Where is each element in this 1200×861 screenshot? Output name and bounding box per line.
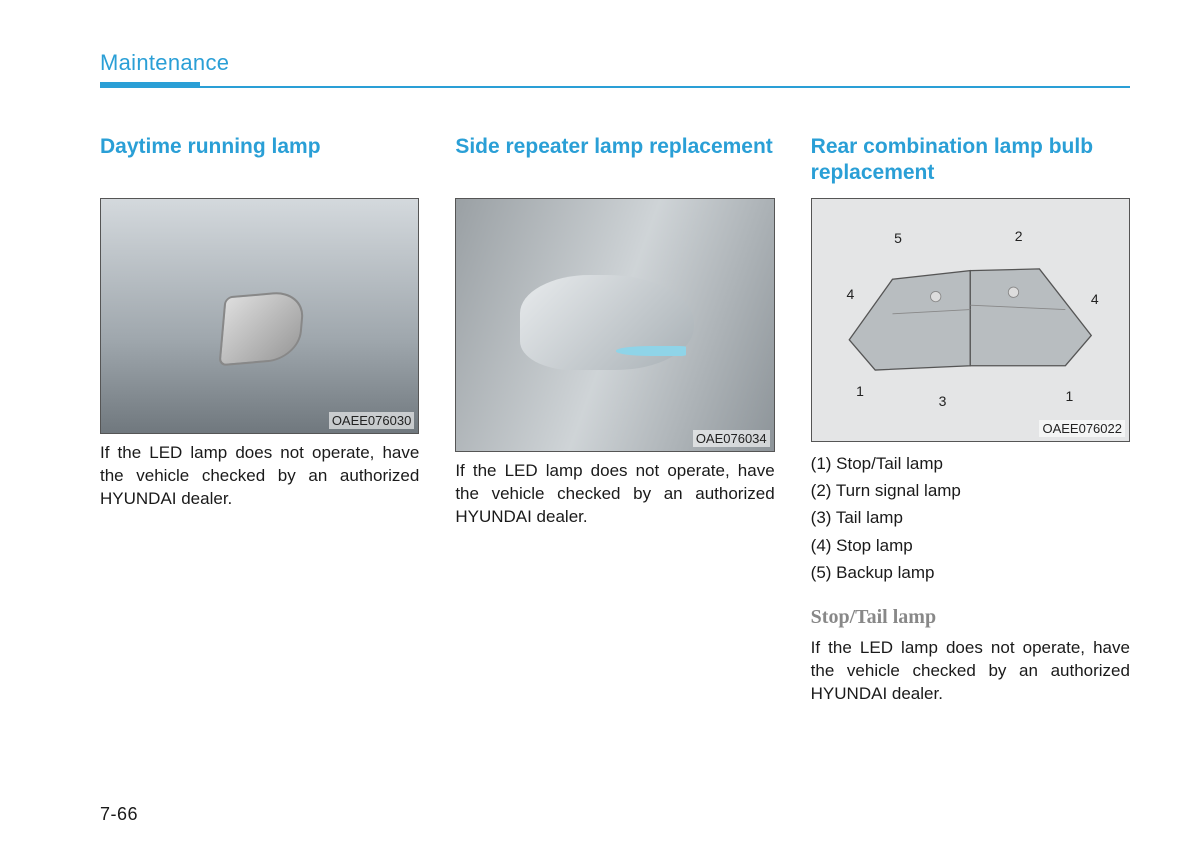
page-number: 7-66 (100, 804, 138, 825)
callout-5: 5 (894, 230, 902, 246)
figure-code-taillight: OAEE076022 (1039, 420, 1125, 437)
sub-heading-stoptail: Stop/Tail lamp (811, 606, 1130, 629)
column-1: Daytime running lamp OAEE076030 If the L… (100, 134, 419, 706)
section-heading-taillight: Rear combination lamp bulb replacement (811, 134, 1130, 188)
column-2: Side repeater lamp replacement OAE076034… (455, 134, 774, 706)
body-text-drl: If the LED lamp does not operate, have t… (100, 442, 419, 511)
legend-item-4: (4) Stop lamp (811, 532, 1130, 559)
mirror-repeater-graphic (616, 346, 686, 356)
header-rule (100, 86, 1130, 88)
figure-mirror: OAE076034 (455, 198, 774, 452)
legend-item-1: (1) Stop/Tail lamp (811, 450, 1130, 477)
callout-4b: 4 (1091, 291, 1099, 307)
taillight-diagram (837, 262, 1104, 383)
section-heading-mirror: Side repeater lamp replacement (455, 134, 774, 188)
lamp-legend-list: (1) Stop/Tail lamp (2) Turn signal lamp … (811, 450, 1130, 586)
callout-1b: 1 (1066, 388, 1074, 404)
callout-4a: 4 (847, 286, 855, 302)
legend-item-5: (5) Backup lamp (811, 559, 1130, 586)
chapter-title: Maintenance (100, 50, 1130, 84)
body-text-mirror: If the LED lamp does not operate, have t… (455, 460, 774, 529)
callout-3: 3 (939, 393, 947, 409)
section-heading-drl: Daytime running lamp (100, 134, 419, 188)
figure-taillight: 5 2 4 4 1 3 1 OAEE076022 (811, 198, 1130, 442)
content-columns: Daytime running lamp OAEE076030 If the L… (100, 134, 1130, 706)
mirror-housing-graphic (520, 275, 695, 371)
body-text-stoptail: If the LED lamp does not operate, have t… (811, 637, 1130, 706)
legend-item-3: (3) Tail lamp (811, 504, 1130, 531)
figure-code-mirror: OAE076034 (693, 430, 770, 447)
callout-1a: 1 (856, 383, 864, 399)
figure-drl: OAEE076030 (100, 198, 419, 434)
page-header: Maintenance (100, 50, 1130, 88)
legend-item-2: (2) Turn signal lamp (811, 477, 1130, 504)
figure-code-drl: OAEE076030 (329, 412, 415, 429)
callout-2: 2 (1015, 228, 1023, 244)
column-3: Rear combination lamp bulb replacement 5… (811, 134, 1130, 706)
